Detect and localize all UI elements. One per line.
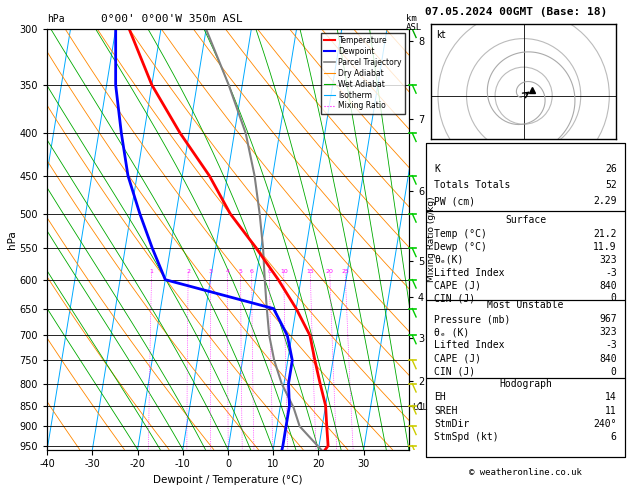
Text: 20: 20 — [326, 269, 334, 274]
Text: -3: -3 — [605, 340, 616, 350]
Text: CAPE (J): CAPE (J) — [435, 280, 481, 291]
Text: 323: 323 — [599, 255, 616, 265]
Text: Totals Totals: Totals Totals — [435, 180, 511, 190]
Legend: Temperature, Dewpoint, Parcel Trajectory, Dry Adiabat, Wet Adiabat, Isotherm, Mi: Temperature, Dewpoint, Parcel Trajectory… — [321, 33, 405, 114]
Text: CIN (J): CIN (J) — [435, 367, 476, 377]
Text: 3: 3 — [209, 269, 213, 274]
Text: 240°: 240° — [593, 419, 616, 429]
Text: Most Unstable: Most Unstable — [487, 300, 564, 311]
Y-axis label: hPa: hPa — [7, 230, 17, 249]
Text: 07.05.2024 00GMT (Base: 18): 07.05.2024 00GMT (Base: 18) — [425, 7, 607, 17]
Text: 8: 8 — [267, 269, 272, 274]
Text: 840: 840 — [599, 280, 616, 291]
Text: LCL: LCL — [413, 403, 428, 412]
Text: SREH: SREH — [435, 405, 458, 416]
Text: CIN (J): CIN (J) — [435, 294, 476, 303]
Text: θₑ(K): θₑ(K) — [435, 255, 464, 265]
Text: 6: 6 — [250, 269, 253, 274]
Text: 6: 6 — [611, 432, 616, 442]
Text: 0: 0 — [611, 294, 616, 303]
Text: CAPE (J): CAPE (J) — [435, 353, 481, 364]
Text: 52: 52 — [605, 180, 616, 190]
Text: 2: 2 — [186, 269, 190, 274]
Text: Pressure (mb): Pressure (mb) — [435, 314, 511, 324]
Text: 14: 14 — [605, 392, 616, 402]
Text: kt: kt — [437, 30, 446, 40]
Text: 4: 4 — [225, 269, 230, 274]
Bar — [426, 300, 625, 378]
Y-axis label: Mixing Ratio (g/kg): Mixing Ratio (g/kg) — [427, 196, 436, 282]
Text: 11.9: 11.9 — [593, 242, 616, 252]
Text: 2.29: 2.29 — [593, 196, 616, 207]
Text: θₑ (K): θₑ (K) — [435, 327, 470, 337]
Text: 11: 11 — [605, 405, 616, 416]
Text: 323: 323 — [599, 327, 616, 337]
Text: 0°00' 0°00'W 350m ASL: 0°00' 0°00'W 350m ASL — [101, 14, 242, 24]
Text: EH: EH — [435, 392, 446, 402]
Text: Lifted Index: Lifted Index — [435, 340, 505, 350]
Text: 5: 5 — [238, 269, 243, 274]
Bar — [426, 211, 625, 300]
Text: 840: 840 — [599, 353, 616, 364]
Text: Temp (°C): Temp (°C) — [435, 229, 487, 239]
X-axis label: Dewpoint / Temperature (°C): Dewpoint / Temperature (°C) — [153, 475, 303, 485]
Text: 967: 967 — [599, 314, 616, 324]
Text: Lifted Index: Lifted Index — [435, 268, 505, 278]
Text: © weatheronline.co.uk: © weatheronline.co.uk — [469, 468, 582, 477]
Text: 15: 15 — [306, 269, 314, 274]
Text: 1: 1 — [150, 269, 153, 274]
Text: Hodograph: Hodograph — [499, 379, 552, 389]
Bar — [426, 378, 625, 457]
Text: 0: 0 — [611, 367, 616, 377]
Text: 25: 25 — [342, 269, 349, 274]
Text: hPa: hPa — [47, 14, 65, 24]
Text: StmDir: StmDir — [435, 419, 470, 429]
Text: PW (cm): PW (cm) — [435, 196, 476, 207]
Text: Surface: Surface — [505, 215, 546, 226]
Text: K: K — [435, 164, 440, 174]
Text: km
ASL: km ASL — [406, 14, 422, 32]
Text: 21.2: 21.2 — [593, 229, 616, 239]
Text: 10: 10 — [280, 269, 287, 274]
Text: -3: -3 — [605, 268, 616, 278]
Text: Dewp (°C): Dewp (°C) — [435, 242, 487, 252]
Text: StmSpd (kt): StmSpd (kt) — [435, 432, 499, 442]
Text: 26: 26 — [605, 164, 616, 174]
Bar — [426, 143, 625, 211]
